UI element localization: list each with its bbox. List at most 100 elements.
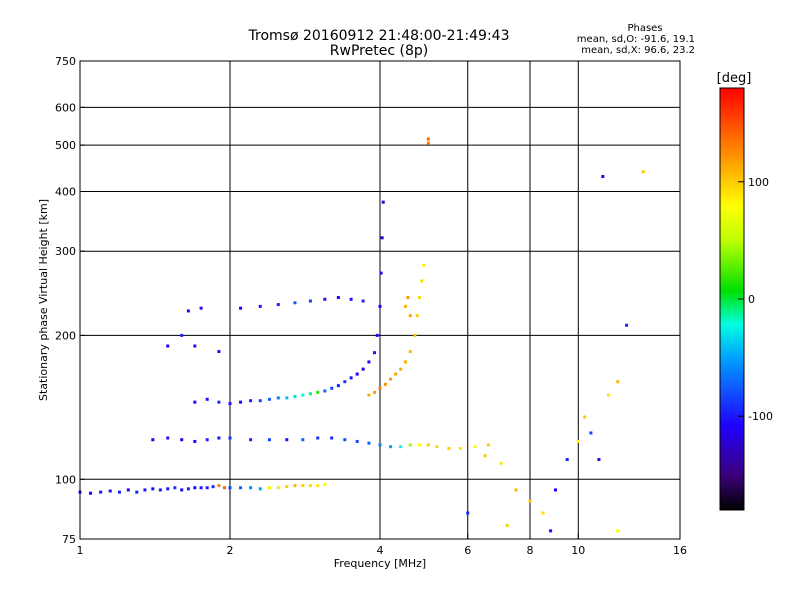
data-point: [413, 333, 417, 337]
colorbar-tick-label: 0: [748, 293, 755, 306]
data-point: [399, 367, 403, 371]
data-point: [186, 309, 190, 313]
data-point: [193, 439, 197, 443]
data-point: [99, 490, 103, 494]
data-point: [285, 396, 289, 400]
data-point: [276, 303, 280, 307]
data-point: [205, 438, 209, 442]
data-point: [199, 306, 203, 310]
data-point: [135, 490, 139, 494]
data-point: [228, 486, 232, 490]
data-point: [180, 488, 184, 492]
data-point: [583, 415, 587, 419]
data-point: [301, 393, 305, 397]
colorbar-ticks: 100 0 -100: [738, 176, 773, 423]
data-point: [151, 438, 155, 442]
data-point: [389, 445, 393, 449]
data-point: [285, 485, 289, 489]
data-point: [373, 390, 377, 394]
data-point: [217, 484, 221, 488]
data-point: [316, 390, 320, 394]
data-point: [158, 488, 162, 492]
data-point: [143, 488, 147, 492]
data-point: [228, 402, 232, 406]
data-point: [361, 299, 365, 303]
data-point: [417, 296, 421, 300]
y-tick-label: 200: [55, 329, 76, 342]
chart-title: Tromsø 20160912 21:48:00-21:49:43: [248, 28, 510, 44]
data-point: [323, 297, 327, 301]
data-point: [381, 200, 385, 204]
x-tick-label: 10: [571, 544, 585, 557]
data-point: [355, 439, 359, 443]
data-point: [193, 486, 197, 490]
data-point: [151, 487, 155, 491]
data-point: [426, 137, 430, 141]
x-axis-label: Frequency [MHz]: [334, 557, 426, 570]
data-point: [355, 372, 359, 376]
data-point: [117, 490, 121, 494]
data-point: [486, 443, 490, 447]
data-point: [349, 297, 353, 301]
y-axis-label: Stationary phase Virtual Height [km]: [37, 199, 50, 401]
data-point: [466, 511, 470, 515]
chart-subtitle: RwPretec (8p): [330, 43, 428, 59]
data-point: [267, 486, 271, 490]
data-point: [276, 486, 280, 490]
y-tick-label: 100: [55, 473, 76, 486]
data-point: [239, 486, 243, 490]
data-point: [258, 304, 262, 308]
y-tick-label: 300: [55, 245, 76, 258]
data-point: [589, 431, 593, 435]
data-point: [126, 488, 130, 492]
data-point: [205, 486, 209, 490]
stats-o-mode: mean, sd,O: -91.6, 19.1: [577, 34, 695, 45]
data-point: [483, 454, 487, 458]
data-point: [239, 306, 243, 310]
data-point: [193, 400, 197, 404]
data-point: [458, 446, 462, 450]
data-point: [228, 436, 232, 440]
data-point: [373, 351, 377, 355]
data-point: [420, 279, 424, 283]
data-point: [239, 400, 243, 404]
data-point: [607, 393, 611, 397]
data-point: [193, 344, 197, 348]
data-point: [499, 461, 503, 465]
data-point: [293, 394, 297, 398]
x-tick-label: 6: [464, 544, 471, 557]
data-point: [528, 499, 532, 503]
data-point: [293, 301, 297, 305]
data-point: [514, 488, 518, 492]
data-point: [378, 443, 382, 447]
data-point: [316, 484, 320, 488]
data-point: [267, 438, 271, 442]
data-point: [217, 400, 221, 404]
data-point: [343, 380, 347, 384]
data-point: [435, 445, 439, 449]
data-point: [276, 396, 280, 400]
x-tick-label: 2: [227, 544, 234, 557]
data-point: [408, 314, 412, 318]
y-tick-label: 75: [62, 533, 76, 546]
x-tick-label: 16: [673, 544, 687, 557]
data-point: [249, 399, 253, 403]
y-tick-label: 600: [55, 101, 76, 114]
data-point: [308, 484, 312, 488]
data-point: [258, 487, 262, 491]
data-point: [394, 372, 398, 376]
data-point: [336, 384, 340, 388]
x-tick-label: 4: [377, 544, 384, 557]
data-point: [108, 489, 112, 493]
data-point: [367, 393, 371, 397]
data-point: [217, 436, 221, 440]
y-tick-label: 500: [55, 139, 76, 152]
data-point: [616, 529, 620, 533]
data-point: [249, 438, 253, 442]
data-point: [180, 438, 184, 442]
data-point: [316, 436, 320, 440]
data-point: [258, 399, 262, 403]
y-tick-label: 750: [55, 55, 76, 68]
data-point: [166, 487, 170, 491]
